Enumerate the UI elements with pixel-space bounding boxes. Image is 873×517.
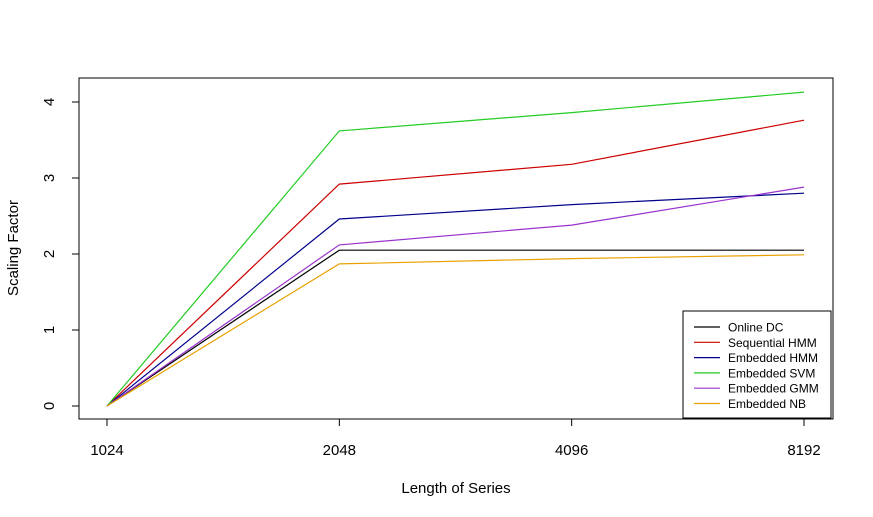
y-tick-label-1: 1 bbox=[41, 326, 58, 334]
legend-label-embedded-hmm: Embedded HMM bbox=[728, 351, 818, 365]
x-axis: 1024 2048 4096 8192 bbox=[90, 419, 821, 459]
series-line-embedded-svm bbox=[106, 91, 805, 407]
legend-label-embedded-svm: Embedded SVM bbox=[728, 366, 815, 380]
y-tick-label-4: 4 bbox=[41, 98, 58, 106]
y-tick-label-2: 2 bbox=[41, 250, 58, 258]
series-line-embedded-gmm bbox=[106, 186, 805, 407]
series-line-embedded-nb bbox=[106, 254, 805, 407]
series-line-online-dc bbox=[106, 249, 804, 407]
series-line-embedded-hmm bbox=[106, 192, 805, 407]
x-tick-label-2048: 2048 bbox=[323, 442, 356, 459]
series-line-sequential-hmm bbox=[106, 119, 805, 407]
legend-box bbox=[682, 310, 832, 419]
y-tick-label-0: 0 bbox=[41, 402, 58, 410]
series-lines bbox=[106, 91, 805, 407]
legend-label-sequential-hmm: Sequential HMM bbox=[728, 336, 817, 350]
y-axis: 0 1 2 3 4 bbox=[41, 98, 79, 410]
x-tick-label-4096: 4096 bbox=[555, 442, 588, 459]
legend-label-online-dc: Online DC bbox=[728, 321, 784, 335]
y-axis-label: Scaling Factor bbox=[5, 200, 22, 296]
legend-label-embedded-nb: Embedded NB bbox=[728, 397, 806, 411]
x-tick-label-1024: 1024 bbox=[90, 442, 123, 459]
x-axis-label: Length of Series bbox=[401, 480, 510, 497]
legend-label-embedded-gmm: Embedded GMM bbox=[728, 382, 819, 396]
x-tick-label-8192: 8192 bbox=[787, 442, 820, 459]
y-tick-label-3: 3 bbox=[41, 174, 58, 182]
plot-box bbox=[78, 77, 834, 420]
